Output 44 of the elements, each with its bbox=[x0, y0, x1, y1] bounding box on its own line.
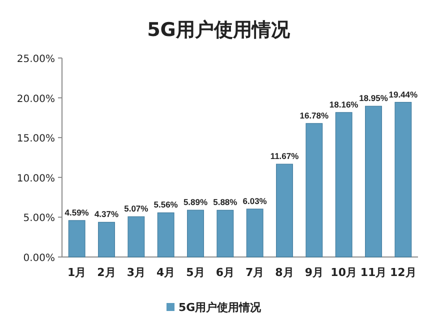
x-tick-label: 8月 bbox=[275, 266, 294, 279]
data-label: 5.89% bbox=[183, 197, 208, 208]
x-tick-label: 9月 bbox=[304, 266, 324, 279]
x-tick-label: 3月 bbox=[126, 266, 146, 279]
data-label: 6.03% bbox=[242, 196, 268, 206]
bar bbox=[128, 216, 145, 258]
bar bbox=[216, 210, 234, 258]
chart-title: 5G用户使用情况 bbox=[147, 19, 291, 41]
bar bbox=[276, 164, 293, 258]
bar bbox=[365, 106, 382, 258]
data-label: 19.44% bbox=[388, 89, 418, 100]
bar bbox=[98, 222, 115, 258]
data-label: 11.67% bbox=[270, 151, 300, 162]
data-label: 5.88% bbox=[213, 197, 238, 208]
legend-label: 5G用户使用情况 bbox=[178, 301, 262, 314]
data-label: 5.56% bbox=[154, 200, 178, 210]
y-tick-label: 0.00% bbox=[23, 253, 55, 264]
bar bbox=[394, 102, 412, 258]
data-label: 18.95% bbox=[359, 93, 388, 104]
y-tick-label: 20.00% bbox=[16, 94, 55, 105]
x-tick-label: 2月 bbox=[97, 266, 116, 279]
x-tick-label: 1月 bbox=[68, 266, 86, 279]
bar bbox=[68, 220, 86, 258]
bar bbox=[157, 212, 174, 258]
bar bbox=[246, 208, 264, 258]
x-tick-label: 5月 bbox=[186, 266, 205, 279]
data-label: 16.78% bbox=[300, 110, 330, 120]
y-tick-label: 10.00% bbox=[16, 173, 55, 184]
data-label: 18.16% bbox=[329, 99, 359, 110]
y-tick-label: 25.00% bbox=[16, 54, 55, 65]
data-label: 4.59% bbox=[64, 207, 90, 218]
y-tick-label: 15.00% bbox=[16, 134, 55, 145]
x-tick-label: 7月 bbox=[246, 266, 264, 279]
x-tick-label: 4月 bbox=[156, 266, 176, 279]
x-tick-label: 11月 bbox=[360, 266, 387, 279]
bar bbox=[306, 123, 323, 258]
bar bbox=[335, 112, 352, 258]
data-label: 4.37% bbox=[94, 209, 119, 220]
x-tick-label: 12月 bbox=[390, 266, 416, 279]
bar bbox=[187, 210, 204, 258]
x-tick-label: 6月 bbox=[216, 266, 234, 279]
x-tick-label: 10月 bbox=[330, 266, 357, 279]
data-label: 5.07% bbox=[124, 204, 149, 214]
y-tick-label: 5.00% bbox=[23, 213, 55, 224]
